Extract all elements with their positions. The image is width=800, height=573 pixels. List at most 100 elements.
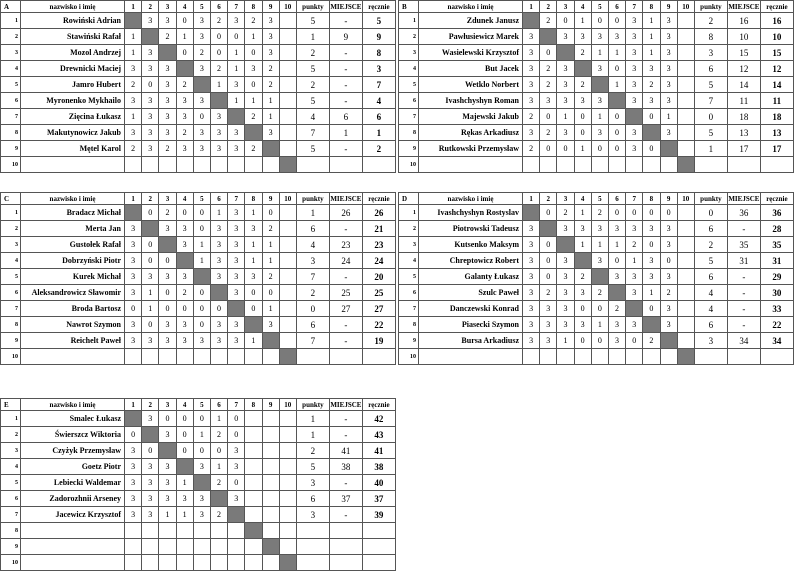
cell	[278, 220, 297, 237]
points: 6	[693, 268, 728, 285]
cell	[244, 522, 263, 539]
cell	[209, 156, 229, 173]
place: -	[726, 316, 761, 333]
manual-place: 25	[361, 284, 396, 301]
cell	[227, 538, 246, 555]
place-header: MIEJSCE	[726, 192, 761, 205]
result: 0	[539, 204, 558, 221]
player-name: Ivashchyshyn Roman	[418, 92, 523, 109]
result: 0	[209, 44, 229, 61]
place: 14	[726, 76, 761, 93]
result: 1	[590, 316, 609, 333]
result: 0	[175, 300, 194, 317]
cell	[244, 538, 263, 555]
result: 3	[227, 76, 246, 93]
cell	[607, 284, 627, 301]
result: 2	[261, 76, 280, 93]
row-number: 2	[0, 220, 21, 237]
player-name: Zadorozhnii Arseney	[20, 490, 125, 507]
cell	[192, 156, 211, 173]
cell	[141, 156, 160, 173]
cell	[244, 554, 263, 571]
result: 3	[659, 60, 678, 77]
cell	[676, 284, 695, 301]
result: 3	[192, 140, 211, 157]
place: -	[328, 12, 363, 29]
cell	[539, 348, 558, 365]
result: 1	[244, 204, 263, 221]
result: 2	[607, 300, 627, 317]
cell	[175, 522, 194, 539]
result: 2	[209, 474, 229, 491]
row-number: 4	[0, 458, 21, 475]
place: 24	[328, 252, 363, 269]
result: 3	[175, 108, 194, 125]
result: 0	[227, 426, 246, 443]
result: 3	[141, 410, 160, 427]
player-row: 4 Dobrzyński Piotr 3 0 0 1 3 3 1 1 3 24 24	[0, 252, 396, 269]
result: 0	[244, 284, 263, 301]
result: 2	[209, 426, 229, 443]
result: 2	[244, 108, 263, 125]
player-row: 2 Świerszcz Wiktoria 0 3 0 1 2 0 1-43	[0, 426, 396, 443]
result: 3	[521, 76, 541, 93]
row-number: 10	[0, 348, 21, 365]
result: 1	[209, 76, 229, 93]
result: 2	[158, 28, 177, 45]
result: 3	[590, 252, 609, 269]
manual-place: 2	[361, 140, 396, 157]
row-number: 7	[0, 506, 21, 523]
result: 2	[642, 76, 661, 93]
cell	[244, 442, 263, 459]
result: 3	[141, 12, 160, 29]
cell	[278, 332, 297, 349]
points: 2	[693, 12, 728, 29]
cell	[676, 76, 695, 93]
result: 0	[175, 410, 194, 427]
col-number: 2	[141, 192, 160, 205]
result: 3	[261, 44, 280, 61]
cell	[278, 12, 297, 29]
result: 1	[227, 44, 246, 61]
result: 1	[642, 12, 661, 29]
col-number: 5	[590, 192, 609, 205]
place: 34	[726, 332, 761, 349]
result: 1	[244, 252, 263, 269]
player-row: 1 Rowiński Adrian 3 3 0 3 2 3 2 3 5-5	[0, 12, 396, 29]
row-number: 1	[0, 410, 21, 427]
cell	[141, 220, 160, 237]
result: 3	[607, 220, 627, 237]
cell	[659, 140, 678, 157]
result: 0	[625, 204, 644, 221]
result: 0	[244, 76, 263, 93]
result: 3	[607, 332, 627, 349]
result: 3	[521, 60, 541, 77]
player-row: 4 Drewnicki Maciej 3 3 3 3 2 1 3 2 5-3	[0, 60, 396, 77]
player-row: 2 Merta Jan 3 3 3 0 3 3 3 2 6-21	[0, 220, 396, 237]
cell	[192, 76, 211, 93]
col-number: 6	[209, 0, 229, 13]
result: 3	[192, 60, 211, 77]
result: 3	[659, 268, 678, 285]
manual-place: 4	[361, 92, 396, 109]
result: 0	[642, 236, 661, 253]
player-row: 1 Smalec Łukasz 3 0 0 0 1 0 1-42	[0, 410, 396, 427]
player-name: Jamro Hubert	[20, 76, 125, 93]
result: 0	[192, 410, 211, 427]
player-name: Dobrzyński Piotr	[20, 252, 125, 269]
cell	[556, 348, 575, 365]
player-name: Piasecki Szymon	[418, 316, 523, 333]
result: 3	[227, 284, 246, 301]
place: -	[726, 268, 761, 285]
place: 37	[328, 490, 363, 507]
result: 3	[123, 60, 143, 77]
row-number: 1	[398, 12, 419, 29]
manual-place: 17	[759, 140, 794, 157]
player-row: 8 Makutynowicz Jakub 3 3 3 2 3 3 3 3 7 1 1	[0, 124, 396, 141]
cell	[158, 554, 177, 571]
manual-place: 24	[361, 252, 396, 269]
